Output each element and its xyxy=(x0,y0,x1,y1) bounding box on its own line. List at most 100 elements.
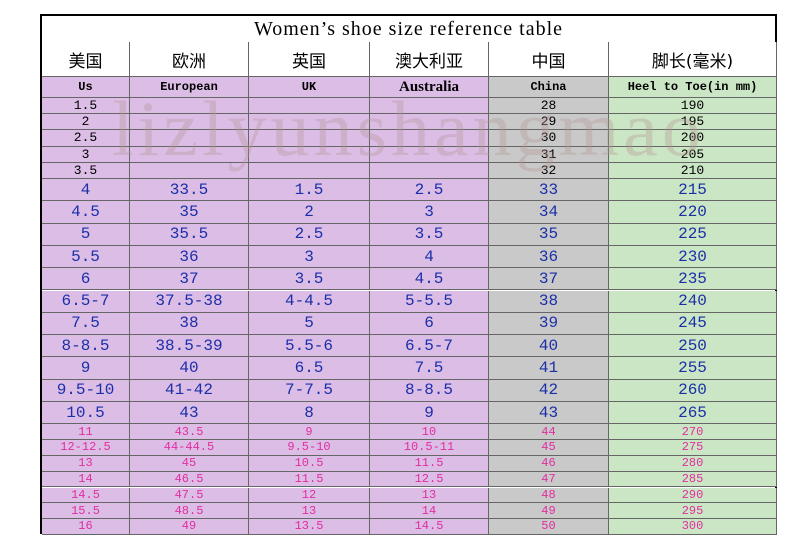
size-cell: 10 xyxy=(370,424,489,441)
size-cell: 29 xyxy=(489,114,609,131)
size-cell: 10.5 xyxy=(249,455,370,472)
size-cell xyxy=(130,130,249,147)
size-cell: 285 xyxy=(609,471,777,488)
header-cell: 美国 xyxy=(42,42,130,77)
size-cell: 210 xyxy=(609,162,777,179)
size-cell: 13 xyxy=(249,503,370,520)
size-cell: 3.5 xyxy=(42,162,130,179)
size-cell: 4-4.5 xyxy=(249,290,370,313)
size-cell: 16 xyxy=(42,519,130,535)
subheader-cell: Us xyxy=(42,77,130,98)
size-cell: 195 xyxy=(609,114,777,131)
size-cell: 35.5 xyxy=(130,223,249,246)
size-cell: 15.5 xyxy=(42,503,130,520)
size-cell: 220 xyxy=(609,201,777,224)
size-cell: 5 xyxy=(249,312,370,336)
size-cell: 6 xyxy=(370,312,489,336)
size-cell: 275 xyxy=(609,440,777,456)
size-cell: 7.5 xyxy=(42,312,130,336)
size-cell: 3.5 xyxy=(370,223,489,246)
size-cell: 6.5-7 xyxy=(42,290,130,313)
size-cell: 280 xyxy=(609,455,777,472)
size-cell: 11.5 xyxy=(249,471,370,488)
size-cell: 30 xyxy=(489,130,609,147)
size-cell: 11 xyxy=(42,424,130,441)
size-cell xyxy=(130,162,249,179)
size-cell: 5.5 xyxy=(42,245,130,269)
size-cell: 250 xyxy=(609,335,777,358)
size-cell: 28 xyxy=(489,98,609,115)
size-cell: 5-5.5 xyxy=(370,290,489,313)
size-cell: 42 xyxy=(489,379,609,402)
size-cell: 46.5 xyxy=(130,471,249,488)
size-cell: 45 xyxy=(130,455,249,472)
size-cell: 34 xyxy=(489,201,609,224)
size-cell: 190 xyxy=(609,98,777,115)
size-cell: 40 xyxy=(130,357,249,380)
size-cell: 38 xyxy=(130,312,249,336)
size-cell: 7-7.5 xyxy=(249,379,370,402)
size-cell: 290 xyxy=(609,487,777,504)
size-cell: 8-8.5 xyxy=(370,379,489,402)
size-cell: 35 xyxy=(130,201,249,224)
size-cell: 3.5 xyxy=(249,268,370,291)
size-cell: 43 xyxy=(130,402,249,425)
size-cell: 38 xyxy=(489,290,609,313)
size-cell: 10.5-11 xyxy=(370,440,489,456)
size-cell: 43 xyxy=(489,402,609,425)
size-cell: 245 xyxy=(609,312,777,336)
size-cell: 4 xyxy=(370,245,489,269)
size-cell: 36 xyxy=(489,245,609,269)
size-cell: 38.5-39 xyxy=(130,335,249,358)
size-cell xyxy=(370,162,489,179)
size-cell: 33.5 xyxy=(130,179,249,202)
size-cell: 14.5 xyxy=(42,487,130,504)
size-cell: 6.5 xyxy=(249,357,370,380)
size-cell: 260 xyxy=(609,379,777,402)
size-cell: 37 xyxy=(489,268,609,291)
size-cell: 14.5 xyxy=(370,519,489,535)
size-cell: 225 xyxy=(609,223,777,246)
size-cell: 36 xyxy=(130,245,249,269)
header-cell: 澳大利亚 xyxy=(370,42,489,77)
size-cell: 37 xyxy=(130,268,249,291)
subheader-cell: Australia xyxy=(370,77,489,98)
size-cell: 240 xyxy=(609,290,777,313)
size-cell: 14 xyxy=(42,471,130,488)
size-cell: 4.5 xyxy=(42,201,130,224)
size-cell: 45 xyxy=(489,440,609,456)
size-cell: 41 xyxy=(489,357,609,380)
header-cell: 英国 xyxy=(249,42,370,77)
subheader-cell: Heel to Toe(in mm) xyxy=(609,77,777,98)
size-cell: 47.5 xyxy=(130,487,249,504)
size-cell: 44 xyxy=(489,424,609,441)
size-cell: 46 xyxy=(489,455,609,472)
size-cell xyxy=(370,146,489,163)
size-cell: 49 xyxy=(130,519,249,535)
size-cell: 8-8.5 xyxy=(42,335,130,358)
size-cell xyxy=(130,146,249,163)
size-cell: 1.5 xyxy=(249,179,370,202)
size-cell: 49 xyxy=(489,503,609,520)
size-cell: 2.5 xyxy=(42,130,130,147)
size-cell: 9.5-10 xyxy=(249,440,370,456)
size-cell xyxy=(249,162,370,179)
size-cell: 40 xyxy=(489,335,609,358)
header-cell: 中国 xyxy=(489,42,609,77)
size-cell: 3 xyxy=(42,146,130,163)
size-cell: 44-44.5 xyxy=(130,440,249,456)
size-cell: 47 xyxy=(489,471,609,488)
size-cell: 12-12.5 xyxy=(42,440,130,456)
size-cell: 9 xyxy=(42,357,130,380)
size-cell: 295 xyxy=(609,503,777,520)
size-cell: 205 xyxy=(609,146,777,163)
size-cell: 2.5 xyxy=(249,223,370,246)
size-cell: 12.5 xyxy=(370,471,489,488)
size-cell: 32 xyxy=(489,162,609,179)
size-cell xyxy=(370,98,489,115)
size-table: Women’s shoe size reference table 美国 欧洲 英国… xyxy=(40,14,777,535)
size-cell: 14 xyxy=(370,503,489,520)
size-cell xyxy=(130,114,249,131)
subheader-cell: European xyxy=(130,77,249,98)
